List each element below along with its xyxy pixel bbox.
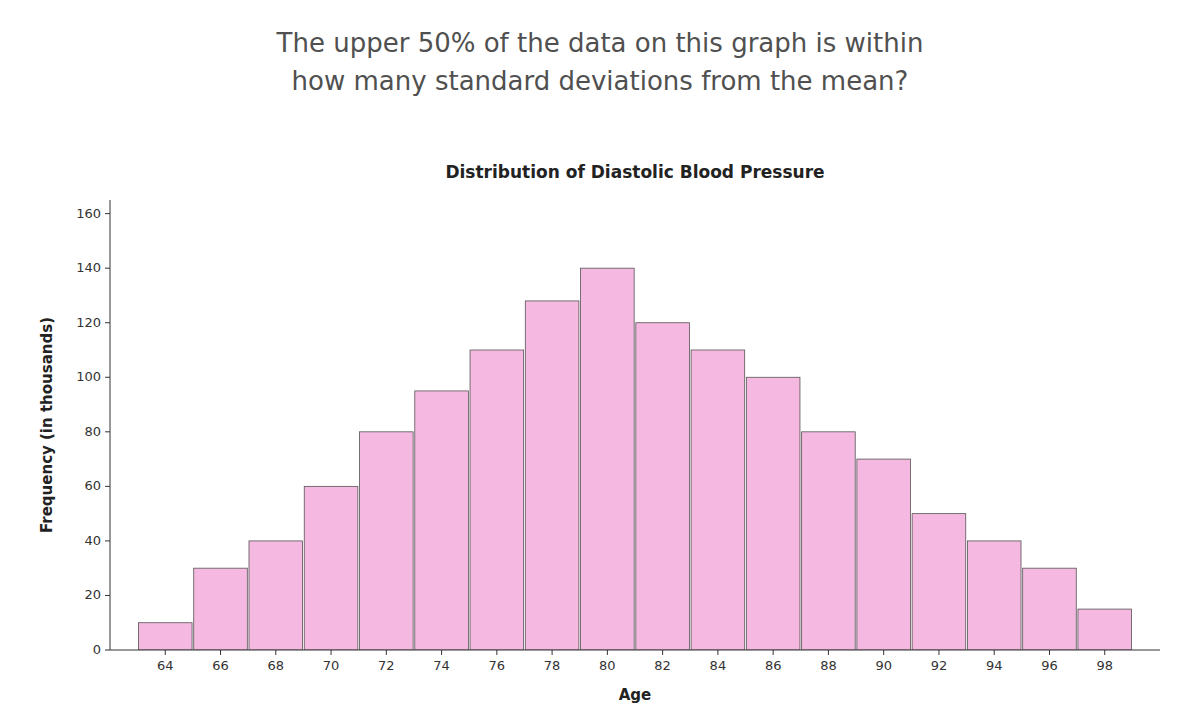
y-tick — [105, 540, 110, 541]
y-tick — [105, 650, 110, 651]
x-tick-label: 64 — [157, 658, 174, 673]
y-tick — [105, 595, 110, 596]
x-tick-label: 84 — [710, 658, 727, 673]
y-tick-label: 120 — [76, 315, 101, 330]
x-tick — [220, 650, 221, 655]
x-tick — [386, 650, 387, 655]
x-tick-label: 80 — [599, 658, 616, 673]
y-tick-label: 0 — [93, 642, 101, 657]
x-tick-label: 74 — [433, 658, 450, 673]
bar — [912, 514, 966, 650]
chart-title: Distribution of Diastolic Blood Pressure — [445, 162, 824, 182]
question-text: The upper 50% of the data on this graph … — [276, 28, 924, 58]
x-tick — [552, 650, 553, 655]
x-tick-label: 94 — [986, 658, 1003, 673]
bar — [194, 568, 248, 650]
x-tick-label: 82 — [654, 658, 671, 673]
bar — [304, 486, 358, 650]
x-tick — [1049, 650, 1050, 655]
x-tick-label: 78 — [544, 658, 561, 673]
bars — [138, 268, 1131, 650]
x-axis-line — [110, 650, 1160, 651]
x-tick — [441, 650, 442, 655]
x-tick — [496, 650, 497, 655]
x-tick-label: 76 — [489, 658, 506, 673]
x-tick — [938, 650, 939, 655]
x-tick-label: 72 — [378, 658, 395, 673]
bar — [1023, 568, 1077, 650]
y-axis-label: Frequency (in thousands) — [38, 317, 56, 533]
bar — [967, 541, 1021, 650]
bar — [525, 301, 579, 650]
bar — [746, 377, 800, 650]
question-text: how many standard deviations from the me… — [292, 66, 909, 96]
x-tick — [883, 650, 884, 655]
y-tick — [105, 268, 110, 269]
y-tick-label: 80 — [84, 424, 101, 439]
chart-container: The upper 50% of the data on this graph … — [0, 0, 1200, 725]
bar — [249, 541, 303, 650]
x-axis-label: Age — [619, 686, 652, 704]
y-tick-label: 100 — [76, 369, 101, 384]
bar — [857, 459, 911, 650]
y-tick — [105, 431, 110, 432]
x-tick-label: 96 — [1041, 658, 1058, 673]
y-tick-label: 20 — [84, 587, 101, 602]
x-tick-label: 68 — [268, 658, 285, 673]
bar — [581, 268, 635, 650]
y-tick — [105, 322, 110, 323]
x-tick — [662, 650, 663, 655]
y-tick — [105, 377, 110, 378]
y-tick — [105, 486, 110, 487]
y-tick-label: 60 — [84, 478, 101, 493]
bar — [1078, 609, 1132, 650]
x-tick-label: 86 — [765, 658, 782, 673]
x-tick — [331, 650, 332, 655]
chart-svg: The upper 50% of the data on this graph … — [0, 0, 1200, 725]
y-tick-label: 140 — [76, 260, 101, 275]
y-tick-label: 160 — [76, 206, 101, 221]
bar — [636, 323, 690, 650]
y-tick-label: 40 — [84, 533, 101, 548]
x-tick — [717, 650, 718, 655]
x-tick — [994, 650, 995, 655]
x-tick-label: 66 — [212, 658, 229, 673]
x-tick-label: 90 — [875, 658, 892, 673]
y-axis-line — [110, 200, 111, 650]
x-tick — [1104, 650, 1105, 655]
x-tick — [275, 650, 276, 655]
x-tick — [773, 650, 774, 655]
bar — [360, 432, 414, 650]
bar — [691, 350, 745, 650]
x-tick — [828, 650, 829, 655]
y-tick — [105, 213, 110, 214]
x-tick-label: 88 — [820, 658, 837, 673]
background — [0, 0, 1200, 725]
x-tick-label: 98 — [1096, 658, 1113, 673]
x-tick-label: 70 — [323, 658, 340, 673]
x-tick-label: 92 — [931, 658, 948, 673]
bar — [802, 432, 856, 650]
bar — [415, 391, 469, 650]
bar — [470, 350, 524, 650]
bar — [138, 623, 192, 650]
x-tick — [607, 650, 608, 655]
x-tick — [165, 650, 166, 655]
